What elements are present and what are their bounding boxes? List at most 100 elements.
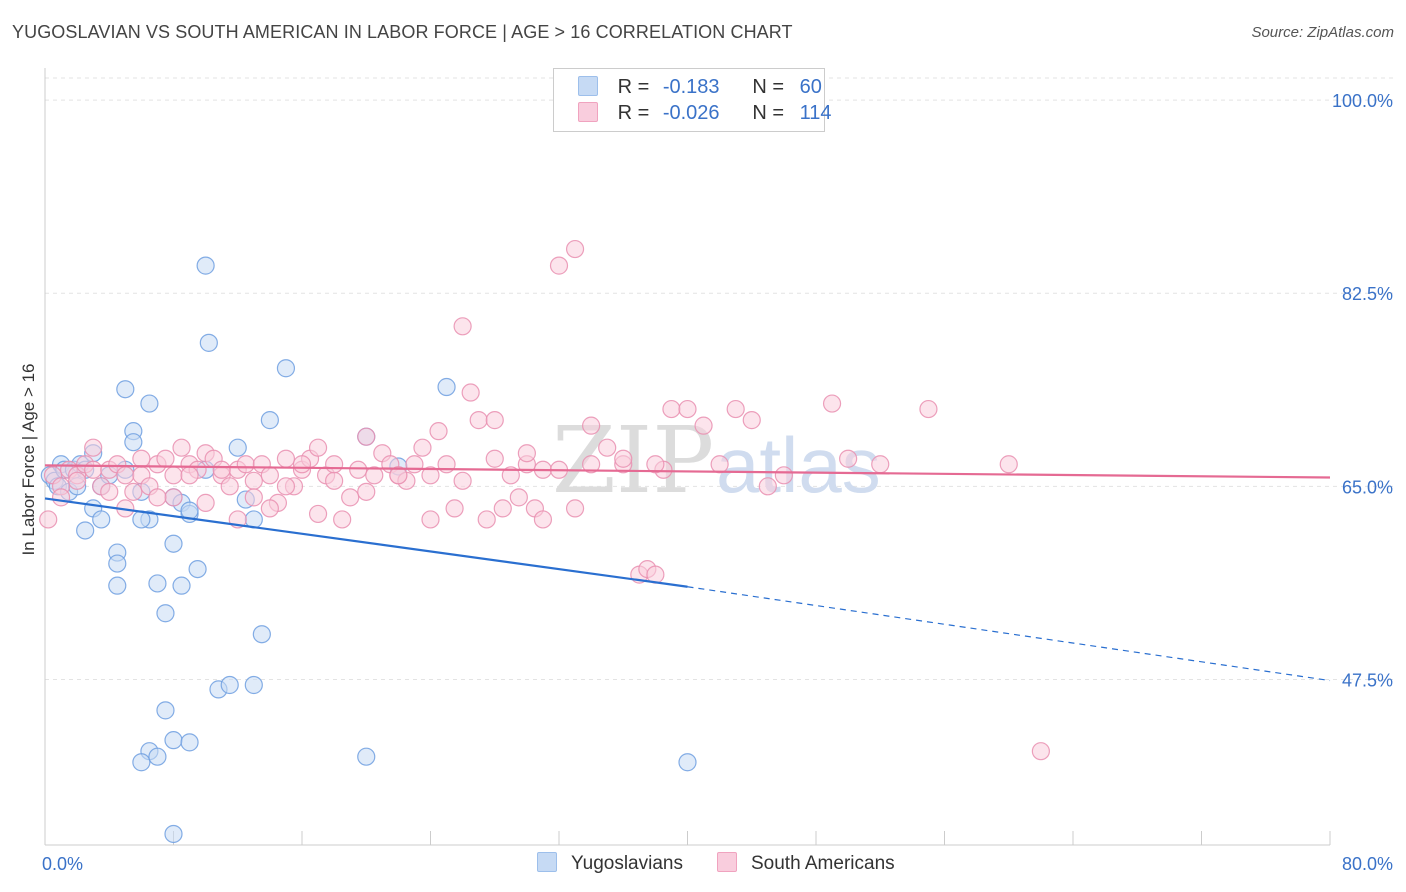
data-point: [108, 554, 127, 573]
data-point: [124, 433, 143, 452]
watermark-zip: ZIP: [552, 407, 714, 514]
data-point: [188, 560, 207, 579]
data-point: [485, 449, 504, 468]
data-point: [469, 411, 488, 430]
data-point: [582, 416, 601, 435]
data-point: [437, 377, 456, 397]
data-point: [252, 625, 271, 644]
data-point: [39, 510, 58, 529]
data-point: [148, 747, 167, 766]
data-point: [292, 455, 312, 474]
data-point: [148, 574, 167, 593]
data-point: [453, 317, 472, 336]
data-point: [413, 438, 432, 457]
data-point: [100, 482, 119, 501]
data-point: [349, 460, 368, 479]
data-point: [156, 701, 175, 720]
data-point: [822, 394, 842, 413]
trendline-yugoslavians: [44, 497, 688, 588]
data-point: [485, 411, 504, 430]
data-point: [236, 455, 255, 474]
data-point: [678, 753, 697, 772]
data-point: [726, 399, 745, 419]
data-point: [517, 444, 536, 463]
data-point: [172, 576, 191, 595]
data-point: [76, 521, 95, 540]
data-point: [164, 488, 183, 507]
y-tick-label: 100.0%: [1332, 91, 1393, 111]
trendline-south-americans: [44, 464, 1331, 479]
grid-layer: [45, 77, 1395, 680]
data-point: [325, 455, 344, 474]
data-point: [357, 747, 376, 766]
legend-n-value: 60: [799, 76, 822, 98]
watermark: ZIP atlas: [552, 407, 881, 514]
data-point: [429, 422, 448, 441]
data-point: [357, 482, 376, 501]
data-point: [357, 427, 376, 446]
data-point: [389, 466, 408, 485]
data-point: [501, 466, 520, 485]
series-legend-yugoslavians[interactable]: Yugoslavians: [537, 852, 683, 875]
watermark-atlas: atlas: [716, 421, 881, 509]
data-point: [276, 477, 296, 496]
legend-r-value: -0.183: [662, 76, 720, 98]
data-point: [140, 394, 159, 413]
legend-n-label: N =: [752, 76, 785, 98]
series-swatch-yugoslavians: [537, 852, 557, 872]
data-point: [132, 449, 151, 468]
data-point: [477, 510, 496, 529]
data-point: [774, 466, 793, 485]
data-point: [341, 488, 360, 507]
data-point: [365, 466, 384, 485]
data-point: [84, 438, 103, 457]
data-point: [180, 733, 199, 752]
series-label-yugoslavians: Yugoslavians: [571, 853, 683, 874]
x-tick-label: 0.0%: [42, 854, 83, 874]
axes-layer: [44, 68, 1331, 846]
data-point: [742, 411, 761, 430]
data-point: [116, 380, 135, 399]
data-point: [116, 466, 135, 485]
data-point: [565, 239, 585, 259]
data-point: [614, 449, 633, 468]
data-point: [124, 482, 143, 501]
data-point: [421, 510, 440, 529]
labels-layer: 47.5% 65.0% 82.5% 100.0% 0.0% 80.0% In Labor F…: [19, 91, 1393, 874]
data-point: [662, 399, 681, 419]
data-point: [405, 455, 424, 474]
legend-swatch-yugoslavians: [578, 76, 598, 96]
data-point: [758, 477, 777, 496]
data-point: [220, 477, 239, 496]
legend-r-label: R =: [617, 76, 650, 98]
data-point: [196, 256, 215, 275]
data-point: [212, 460, 231, 479]
data-point: [493, 499, 512, 518]
series-south-americans: [39, 239, 1050, 761]
series-label-south-americans: South Americans: [751, 853, 895, 874]
correlation-legend: R = -0.183 N = 60 R = -0.026 N = 114: [553, 68, 832, 132]
data-point: [68, 471, 87, 490]
series-swatch-south-americans: [717, 852, 737, 872]
data-point: [919, 399, 938, 419]
data-point: [276, 449, 296, 468]
data-point: [244, 471, 263, 490]
data-point: [180, 466, 199, 485]
data-point: [92, 510, 111, 529]
data-point: [220, 675, 239, 695]
data-point: [196, 493, 215, 512]
data-point: [453, 471, 472, 490]
series-yugoslavians: [40, 256, 697, 844]
data-point: [84, 460, 103, 479]
data-point: [156, 604, 175, 623]
series-legend-south-americans[interactable]: South Americans: [717, 852, 895, 875]
data-point: [1031, 742, 1050, 761]
source-label: Source: ZipAtlas.com: [1251, 24, 1394, 41]
legend-swatch-south-americans: [578, 102, 598, 122]
y-axis-title: In Labor Force | Age > 16: [19, 363, 38, 555]
data-point: [549, 256, 569, 275]
data-point: [172, 438, 191, 457]
data-point: [164, 824, 183, 844]
y-tick-label: 47.5%: [1342, 670, 1393, 690]
